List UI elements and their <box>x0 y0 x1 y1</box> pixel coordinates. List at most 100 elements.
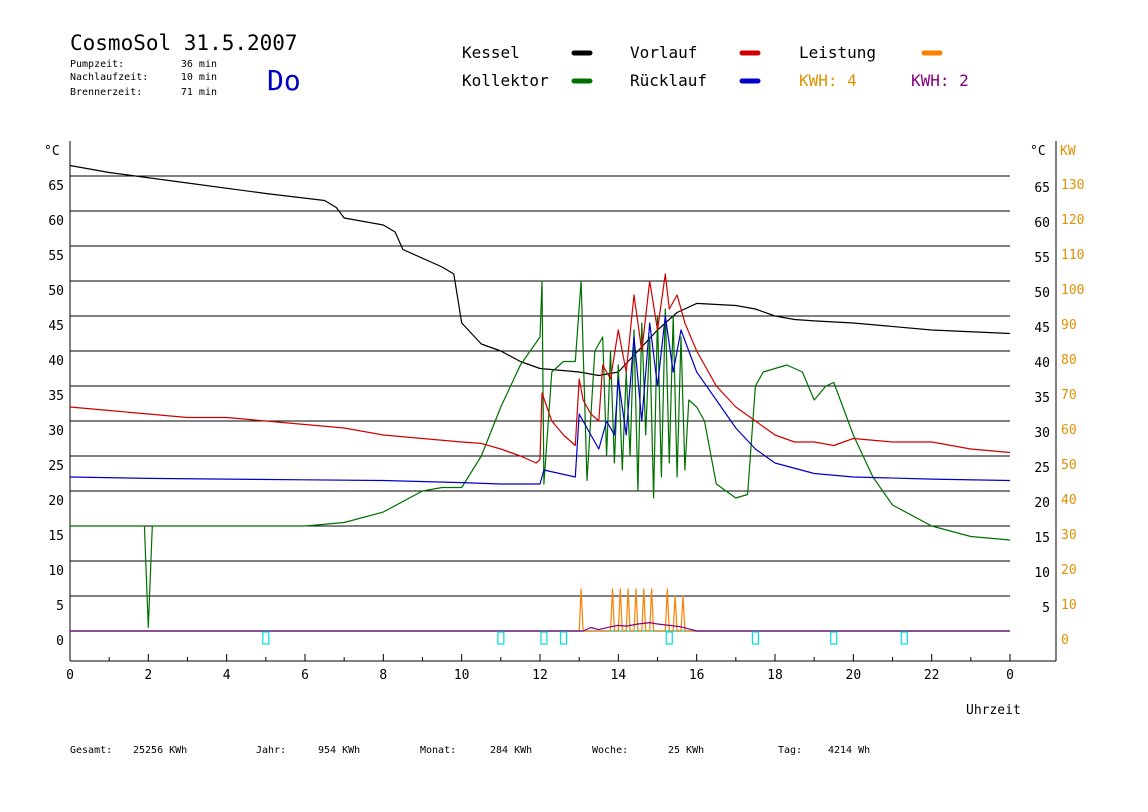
series-layer <box>69 164 1011 632</box>
x-tick-label: 20 <box>846 668 862 683</box>
y-right-tick-label: 55 <box>1034 251 1050 266</box>
x-tick-label: 2 <box>144 668 152 683</box>
footer-tag-value: 4214 Wh <box>828 745 870 756</box>
x-tick-label: 18 <box>767 668 783 683</box>
event-marker <box>262 631 270 645</box>
y-right-kw-tick-label: 120 <box>1061 213 1084 228</box>
x-tick-label: 0 <box>66 668 74 683</box>
event-marker <box>665 631 673 645</box>
grid <box>69 141 1057 662</box>
stat-label-brennerzeit: Brennerzeit: <box>70 87 142 98</box>
series-vorlauf-line <box>69 273 1011 464</box>
y-right-tick-label: 50 <box>1034 286 1050 301</box>
y-right-tick-label: 20 <box>1034 496 1050 511</box>
y-right-kw-tick-label: 10 <box>1061 598 1077 613</box>
event-marker <box>497 631 505 645</box>
legend-kollektor-label: Kollektor <box>462 71 549 90</box>
legend-ruecklauf-label: Rücklauf <box>630 71 707 90</box>
y-left-tick-label: 30 <box>48 424 64 439</box>
footer-gesamt-value: 25256 KWh <box>133 745 187 756</box>
legend-kwh1-label: KWH: 4 <box>799 71 857 90</box>
y-right-kw-tick-label: 130 <box>1061 178 1084 193</box>
y-left-tick-label: 20 <box>48 494 64 509</box>
y-left-tick-label: 10 <box>48 564 64 579</box>
y-right-kw-tick-label: 60 <box>1061 423 1077 438</box>
footer-monat-value: 284 KWh <box>490 745 532 756</box>
y-left-tick-label: 65 <box>48 179 64 194</box>
footer-gesamt-label: Gesamt: <box>70 745 112 756</box>
y-right-kw-tick-label: 110 <box>1061 248 1084 263</box>
footer-jahr-label: Jahr: <box>256 745 286 756</box>
event-marker <box>830 631 838 645</box>
baseline-markers <box>262 631 908 645</box>
y-right-unit: °C <box>1030 144 1046 159</box>
y-right-kw-tick-label: 70 <box>1061 388 1077 403</box>
y-right-tick-label: 15 <box>1034 531 1050 546</box>
series-kwh2-line <box>70 621 1010 632</box>
footer-woche-value: 25 KWh <box>668 745 704 756</box>
legend: Kessel Kollektor Vorlauf Rücklauf Leistu… <box>462 43 969 90</box>
series-kessel-line <box>69 164 1011 377</box>
event-marker <box>559 631 568 645</box>
x-tick-label: 12 <box>532 668 548 683</box>
day-label: Do <box>267 64 301 97</box>
y-left-tick-label: 25 <box>48 459 64 474</box>
y-left-unit: °C <box>44 144 60 159</box>
x-tick-label: 16 <box>689 668 705 683</box>
y-left-tick-label: 0 <box>56 634 64 649</box>
footer-stats: Gesamt: 25256 KWh Jahr: 954 KWh Monat: 2… <box>70 745 870 756</box>
series-kollektor-line <box>70 280 1011 629</box>
stat-label-pumpzeit: Pumpzeit: <box>70 59 124 70</box>
y-left-tick-label: 55 <box>48 249 64 264</box>
y-right-kw-unit: KW <box>1060 144 1076 159</box>
footer-woche-label: Woche: <box>592 745 628 756</box>
legend-vorlauf-label: Vorlauf <box>630 43 697 62</box>
x-tick-label: 4 <box>223 668 231 683</box>
y-right-tick-label: 30 <box>1034 426 1050 441</box>
footer-jahr-value: 954 KWh <box>318 745 360 756</box>
x-tick-label: 10 <box>454 668 470 683</box>
y-left-tick-label: 50 <box>48 284 64 299</box>
y-right-kw-tick-label: 0 <box>1061 633 1069 648</box>
y-right-kw-tick-label: 50 <box>1061 458 1077 473</box>
y-right-tick-label: 45 <box>1034 321 1050 336</box>
y-right-kw-tick-label: 80 <box>1061 353 1077 368</box>
x-tick-label: 14 <box>611 668 627 683</box>
y-right-tick-label: 35 <box>1034 391 1050 406</box>
y-left-tick-label: 45 <box>48 319 64 334</box>
y-right-kw-tick-label: 20 <box>1061 563 1077 578</box>
y-right-tick-label: 65 <box>1034 181 1050 196</box>
x-tick-label: 22 <box>924 668 940 683</box>
event-marker <box>540 631 548 645</box>
x-tick-label: 0 <box>1006 668 1014 683</box>
x-axis-label: Uhrzeit <box>966 703 1021 718</box>
footer-monat-label: Monat: <box>420 745 456 756</box>
stat-value-brennerzeit: 71 min <box>181 87 217 98</box>
stat-value-nachlaufzeit: 10 min <box>181 72 217 83</box>
y-right-kw-tick-label: 40 <box>1061 493 1077 508</box>
series-ruecklauf-line <box>69 315 1011 485</box>
y-left-tick-label: 15 <box>48 529 64 544</box>
axis-ticks: 0 2 4 6 8 10 12 14 16 18 20 22 005101520253035404550… <box>48 178 1084 683</box>
stat-value-pumpzeit: 36 min <box>181 59 217 70</box>
legend-kessel-label: Kessel <box>462 43 520 62</box>
y-right-kw-tick-label: 90 <box>1061 318 1077 333</box>
y-right-tick-label: 60 <box>1034 216 1050 231</box>
x-tick-label: 8 <box>379 668 387 683</box>
event-marker <box>751 631 760 645</box>
event-marker <box>900 631 908 645</box>
x-tick-label: 6 <box>301 668 309 683</box>
y-right-tick-label: 25 <box>1034 461 1050 476</box>
legend-leistung-label: Leistung <box>799 43 876 62</box>
y-left-tick-label: 60 <box>48 214 64 229</box>
y-left-tick-label: 40 <box>48 354 64 369</box>
series-leistung-line <box>70 588 1010 632</box>
y-right-kw-tick-label: 100 <box>1061 283 1084 298</box>
y-left-tick-label: 35 <box>48 389 64 404</box>
y-right-tick-label: 40 <box>1034 356 1050 371</box>
y-left-tick-label: 5 <box>56 599 64 614</box>
y-right-kw-tick-label: 30 <box>1061 528 1077 543</box>
legend-kwh2-label: KWH: 2 <box>911 71 969 90</box>
y-right-tick-label: 5 <box>1042 601 1050 616</box>
